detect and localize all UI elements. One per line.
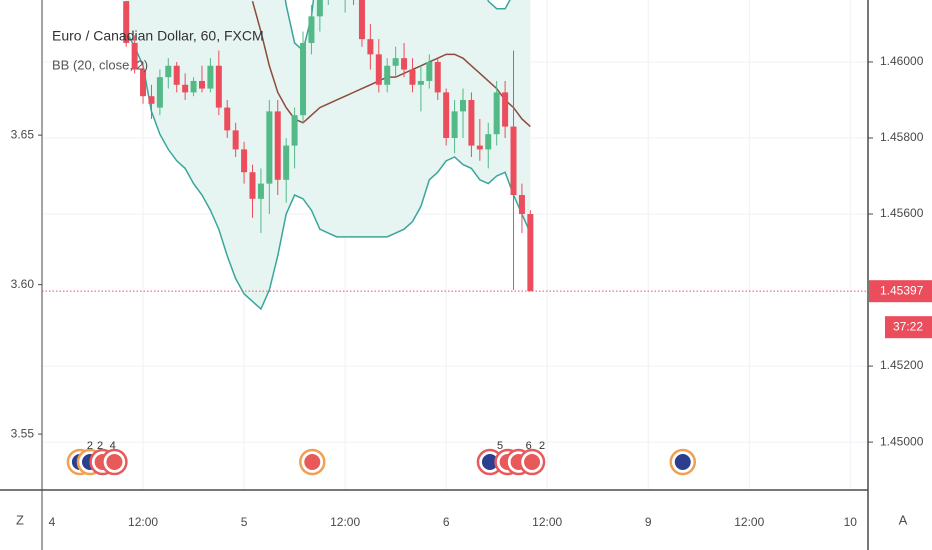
candle-body bbox=[417, 80, 424, 85]
x-tick-label: 12:00 bbox=[128, 515, 158, 529]
candle-body bbox=[140, 69, 147, 97]
candle-body bbox=[409, 69, 416, 85]
candle-body bbox=[274, 111, 281, 180]
y2-tick-label: 3.60 bbox=[11, 277, 35, 291]
indicator-legend: BB (20, close, 2) bbox=[52, 57, 148, 72]
candle-body bbox=[527, 214, 534, 292]
candle-body bbox=[367, 39, 374, 55]
event-count: 6 bbox=[526, 440, 532, 452]
event-count: 4 bbox=[110, 440, 116, 452]
candle-body bbox=[384, 65, 391, 85]
last-price-label: 1.45397 bbox=[880, 283, 924, 297]
y-tick-label: 1.45200 bbox=[880, 358, 924, 372]
candle-body bbox=[392, 58, 399, 66]
x-tick-label: 9 bbox=[645, 515, 652, 529]
candle-body bbox=[468, 99, 475, 146]
candle-body bbox=[459, 99, 466, 112]
candle-body bbox=[198, 80, 205, 89]
candle-body bbox=[451, 111, 458, 138]
band-fill bbox=[126, 0, 531, 310]
x-tick-label: 10 bbox=[844, 515, 858, 529]
candle-body bbox=[316, 0, 323, 17]
y2-tick-label: 3.55 bbox=[11, 426, 35, 440]
last-price-box bbox=[869, 280, 932, 303]
event-count: 2 bbox=[87, 440, 93, 452]
candle-body bbox=[182, 84, 189, 93]
event-flag bbox=[106, 454, 123, 470]
candle-body bbox=[485, 134, 492, 150]
candle-body bbox=[207, 65, 214, 89]
candle-body bbox=[249, 172, 256, 199]
candle-body bbox=[190, 80, 197, 93]
band-basis bbox=[251, 0, 531, 128]
candle-body bbox=[375, 54, 382, 85]
event-flag bbox=[674, 454, 691, 470]
y-tick-label: 1.45000 bbox=[880, 434, 924, 448]
candle-body bbox=[165, 65, 172, 78]
candle-body bbox=[156, 77, 163, 108]
candle-body bbox=[426, 61, 433, 81]
auto-scale-button[interactable]: A bbox=[899, 512, 908, 527]
candle-body bbox=[434, 61, 441, 93]
x-tick-label: 12:00 bbox=[330, 515, 360, 529]
x-tick-label: 12:00 bbox=[532, 515, 562, 529]
event-flag bbox=[524, 454, 541, 470]
candle-body bbox=[148, 96, 155, 104]
candle-body bbox=[401, 58, 408, 70]
band-lower bbox=[125, 31, 532, 311]
plot-area bbox=[123, 0, 534, 311]
candle-body bbox=[502, 92, 509, 127]
countdown-box bbox=[885, 316, 932, 339]
x-tick-label: 4 bbox=[49, 515, 56, 529]
candle-body bbox=[443, 92, 450, 138]
scale-button[interactable]: Z bbox=[16, 512, 24, 527]
event-count: 2 bbox=[97, 440, 103, 452]
y-tick-label: 1.46000 bbox=[880, 54, 924, 68]
y-tick-label: 1.45800 bbox=[880, 130, 924, 144]
candle-body bbox=[215, 65, 222, 108]
candle-body bbox=[518, 195, 525, 215]
candle-body bbox=[123, 1, 130, 43]
candle-body bbox=[241, 149, 248, 173]
event-flag bbox=[481, 454, 498, 470]
event-count: 5 bbox=[497, 440, 503, 452]
candle-body bbox=[232, 130, 239, 150]
candle-body bbox=[493, 92, 500, 135]
event-flag bbox=[304, 454, 321, 470]
candle-body bbox=[300, 42, 307, 116]
candle-body bbox=[224, 107, 231, 131]
event-count: 2 bbox=[539, 440, 545, 452]
candle-body bbox=[257, 183, 264, 199]
candle-body bbox=[476, 145, 483, 150]
x-tick-label: 5 bbox=[241, 515, 248, 529]
chart-title: Euro / Canadian Dollar, 60, FXCM bbox=[52, 28, 264, 44]
countdown-label: 37:22 bbox=[893, 319, 923, 333]
y-tick-label: 1.45600 bbox=[880, 206, 924, 220]
candle-body bbox=[358, 0, 365, 40]
x-tick-label: 6 bbox=[443, 515, 450, 529]
candle-body bbox=[308, 16, 315, 43]
x-tick-label: 12:00 bbox=[734, 515, 764, 529]
y2-tick-label: 3.65 bbox=[11, 127, 35, 141]
candle-body bbox=[291, 115, 298, 146]
candle-body bbox=[510, 126, 517, 196]
candle-body bbox=[266, 111, 273, 184]
candle-body bbox=[173, 65, 180, 85]
candle-body bbox=[131, 42, 138, 70]
candle-body bbox=[283, 145, 290, 180]
